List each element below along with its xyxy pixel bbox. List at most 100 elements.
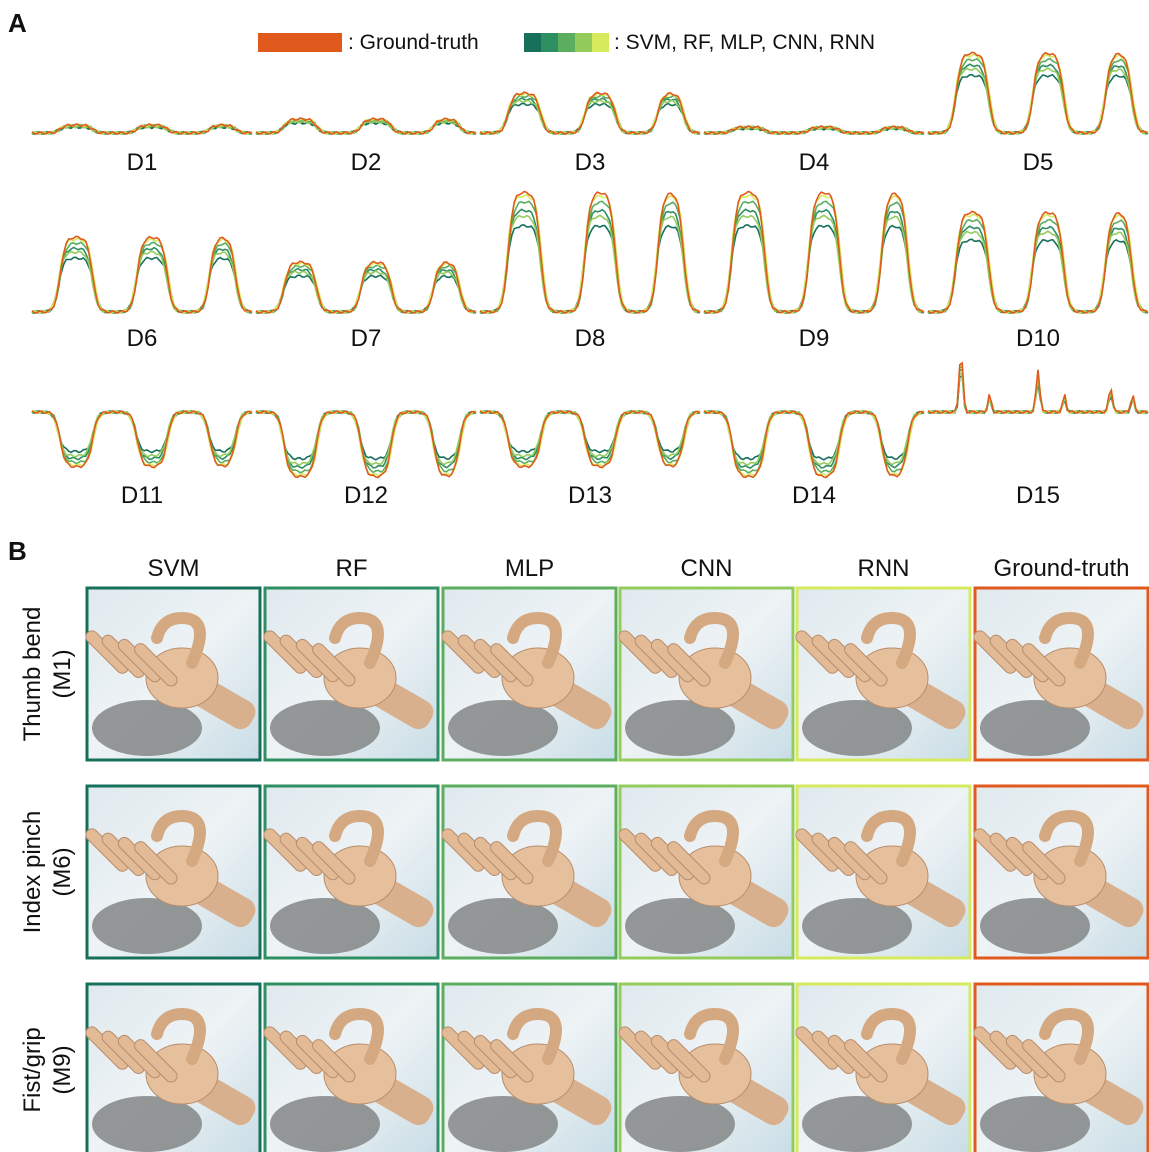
trace-plot — [31, 122, 253, 136]
column-header: RNN — [858, 555, 910, 582]
trace — [703, 124, 925, 136]
trace — [703, 200, 925, 315]
finger — [667, 1039, 711, 1083]
palm — [323, 1043, 397, 1105]
palm — [501, 845, 575, 907]
trace — [31, 410, 253, 465]
trace — [479, 102, 701, 136]
finger — [134, 1039, 178, 1083]
trace — [479, 190, 701, 315]
trace — [479, 224, 701, 315]
finger — [490, 643, 534, 687]
hand-render — [263, 784, 440, 960]
row-label: Thumb bend — [19, 607, 46, 742]
thumb — [684, 611, 739, 669]
trace — [703, 190, 925, 315]
trace — [479, 214, 701, 315]
hand-render — [795, 586, 972, 762]
thumb — [151, 809, 206, 867]
plot-label: D7 — [351, 325, 382, 352]
legend-text: : Ground-truth — [348, 31, 479, 54]
trace — [31, 256, 253, 315]
shadow — [802, 898, 912, 954]
trace — [31, 409, 253, 454]
trace — [479, 409, 701, 454]
trace — [255, 409, 477, 479]
trace-plot — [479, 91, 701, 136]
hand-render — [441, 586, 618, 762]
hand-render — [973, 784, 1149, 960]
shadow — [92, 700, 202, 756]
plot-label: D11 — [121, 482, 163, 509]
trace — [255, 274, 477, 315]
trace — [703, 224, 925, 315]
palm — [855, 647, 929, 709]
trace — [703, 410, 925, 474]
trace — [255, 410, 477, 474]
hand-render — [85, 586, 262, 762]
thumb — [151, 1007, 206, 1065]
shadow — [448, 700, 558, 756]
shadow — [448, 1096, 558, 1152]
finger — [844, 643, 888, 687]
shadow — [980, 898, 1090, 954]
trace — [479, 409, 701, 469]
trace — [255, 120, 477, 136]
trace — [927, 73, 1149, 136]
trace-plot — [255, 409, 477, 479]
row-label: Fist/grip — [19, 1027, 46, 1112]
legend-swatch — [258, 33, 342, 52]
trace — [31, 250, 253, 315]
hand-render — [263, 586, 440, 762]
trace — [927, 230, 1149, 315]
shadow — [625, 700, 735, 756]
palm — [145, 647, 219, 709]
plot-label: D8 — [575, 325, 606, 352]
shadow — [270, 898, 380, 954]
hand-render — [441, 784, 618, 960]
finger — [490, 841, 534, 885]
palm — [323, 845, 397, 907]
trace — [31, 122, 253, 136]
panel-label: A — [8, 8, 27, 38]
shadow — [625, 1096, 735, 1152]
shadow — [625, 898, 735, 954]
hand-render — [85, 784, 262, 960]
hand-render — [618, 784, 795, 960]
palm — [323, 647, 397, 709]
finger — [1022, 1039, 1066, 1083]
shadow — [802, 700, 912, 756]
shadow — [92, 898, 202, 954]
palm — [1033, 1043, 1107, 1105]
shadow — [270, 700, 380, 756]
shadow — [980, 700, 1090, 756]
finger — [134, 841, 178, 885]
column-header: MLP — [505, 555, 554, 582]
trace-plot — [703, 409, 925, 479]
palm — [1033, 647, 1107, 709]
trace-plot — [927, 210, 1149, 315]
hand-render — [973, 586, 1149, 762]
finger — [490, 1039, 534, 1083]
thumb — [507, 809, 562, 867]
trace — [255, 270, 477, 315]
thumb — [1039, 809, 1094, 867]
thumb — [684, 809, 739, 867]
row-label: Index pinch — [19, 811, 46, 934]
finger — [312, 643, 356, 687]
shadow — [980, 1096, 1090, 1152]
trace-plot — [479, 190, 701, 315]
finger — [312, 1039, 356, 1083]
legend-swatch — [524, 33, 609, 52]
hand-render — [618, 982, 795, 1152]
row-label: (M6) — [49, 847, 76, 896]
trace — [703, 409, 925, 466]
trace — [703, 214, 925, 315]
palm — [855, 1043, 929, 1105]
thumb — [861, 1007, 916, 1065]
trace — [255, 264, 477, 315]
thumb — [861, 809, 916, 867]
trace — [479, 91, 701, 136]
